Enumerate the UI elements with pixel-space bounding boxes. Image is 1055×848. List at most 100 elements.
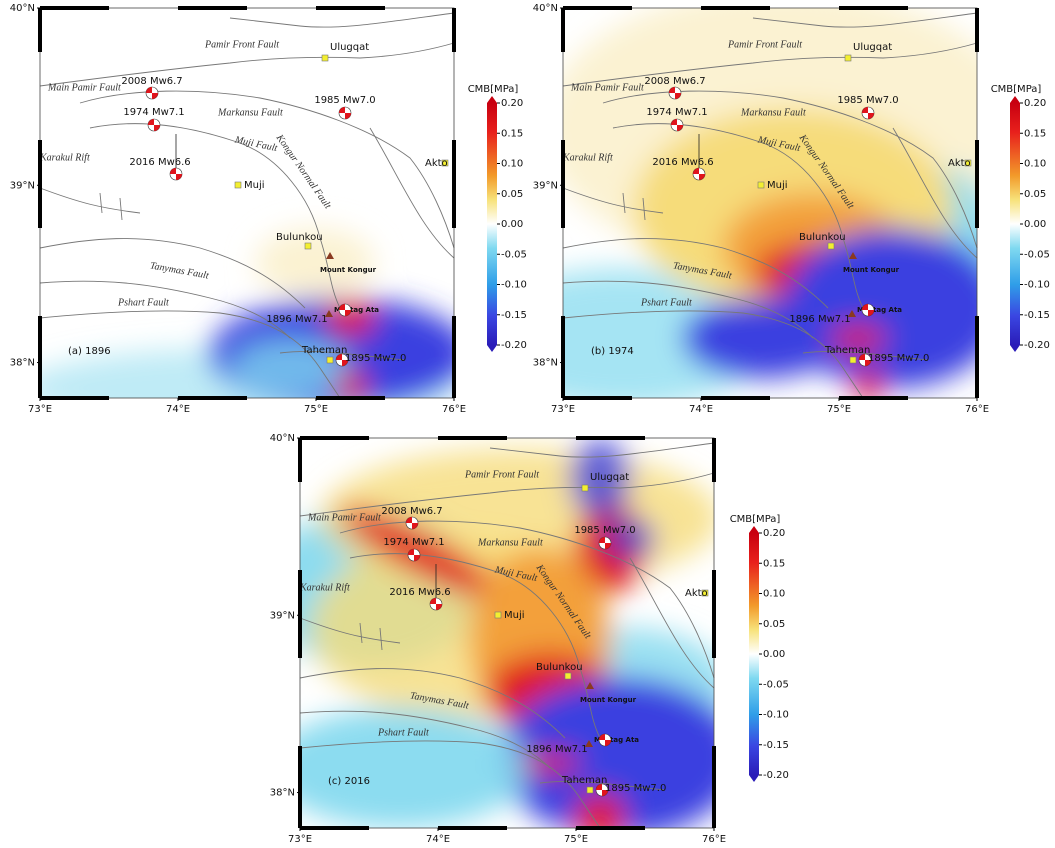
colorbar-tick-label: -0.10 (1024, 280, 1050, 291)
focal-mechanism (599, 734, 611, 746)
focal-mechanism (430, 598, 442, 610)
fault-label: Karakul Rift (39, 152, 90, 163)
fault-label: Pamir Front Fault (464, 469, 539, 480)
colorbar-tick-label: -0.20 (501, 340, 527, 351)
stress-lobe (605, 518, 655, 558)
colorbar-tick-label: 0.00 (1024, 219, 1046, 230)
fault-label: Main Pamir Fault (570, 82, 644, 93)
place-marker (235, 182, 241, 188)
place-label: Bulunkou (799, 232, 846, 243)
colorbar-tick-label: -0.05 (1024, 249, 1050, 260)
fault-label: Pshart Fault (640, 297, 692, 308)
place-marker (305, 243, 311, 249)
place-marker (495, 612, 501, 618)
y-tick-label: 38°N (10, 358, 35, 369)
colorbar-cap (749, 775, 759, 782)
x-tick-label: 76°E (702, 834, 726, 845)
colorbar-tick-label: 0.20 (763, 528, 785, 539)
y-tick-label: 39°N (270, 610, 295, 621)
x-tick-label: 75°E (827, 404, 851, 415)
fault-label: Karakul Rift (562, 152, 613, 163)
colorbar-tick-label: 0.20 (501, 98, 523, 109)
event-label: 1895 Mw7.0 (605, 783, 666, 794)
y-tick-label: 39°N (10, 180, 35, 191)
colorbar-cap (487, 96, 497, 103)
place-label: Bulunkou (276, 232, 323, 243)
stress-lobe (270, 708, 530, 828)
focal-mechanism (339, 107, 351, 119)
focal-mechanism (599, 537, 611, 549)
focal-mechanism (669, 87, 681, 99)
event-label: 2008 Mw6.7 (644, 76, 705, 87)
y-tick-label: 38°N (533, 358, 558, 369)
place-marker (845, 55, 851, 61)
x-tick-label: 75°E (564, 834, 588, 845)
colorbar-scale (1010, 103, 1020, 345)
colorbar-tick-label: 0.05 (1024, 189, 1046, 200)
place-label: Ulugqat (590, 472, 629, 483)
colorbar-tick-label: 0.05 (501, 189, 523, 200)
fault-label: Pamir Front Fault (204, 39, 279, 50)
x-tick-label: 76°E (965, 404, 989, 415)
place-marker (582, 485, 588, 491)
colorbar-tick-label: -0.05 (501, 249, 527, 260)
colorbar-scale (487, 103, 497, 345)
place-label: Bulunkou (536, 662, 583, 673)
event-label: 1974 Mw7.1 (123, 107, 184, 118)
colorbar-tick-label: 0.15 (501, 128, 523, 139)
x-tick-label: 74°E (689, 404, 713, 415)
colorbar-title: CMB[MPa] (730, 514, 781, 525)
event-label: 1974 Mw7.1 (383, 537, 444, 548)
focal-mechanism (148, 119, 160, 131)
colorbar-cap (1010, 96, 1020, 103)
focal-mechanism (339, 304, 351, 316)
event-label: 2016 Mw6.6 (129, 157, 190, 168)
event-label: 2016 Mw6.6 (652, 157, 713, 168)
y-tick-label: 39°N (533, 180, 558, 191)
stress-blobs (473, 0, 1023, 408)
colorbar-tick-label: 0.00 (763, 649, 785, 660)
x-tick-label: 74°E (166, 404, 190, 415)
colorbar-tick-label: 0.15 (763, 558, 785, 569)
colorbar-scale (749, 533, 759, 775)
colorbar-tick-label: -0.10 (501, 280, 527, 291)
colorbar-cap (487, 345, 497, 352)
place-marker (565, 673, 571, 679)
colorbar-tick-label: 0.05 (763, 619, 785, 630)
event-label: 1985 Mw7.0 (837, 95, 898, 106)
event-label: 1985 Mw7.0 (314, 95, 375, 106)
colorbar-tick-label: -0.10 (763, 710, 789, 721)
colorbar-tick-label: 0.10 (763, 589, 785, 600)
focal-mechanism (408, 549, 420, 561)
focal-mechanism (406, 517, 418, 529)
event-label: 2008 Mw6.7 (121, 76, 182, 87)
colorbar-cap (1010, 345, 1020, 352)
event-label: 1895 Mw7.0 (868, 353, 929, 364)
stress-field (20, 8, 470, 428)
colorbar-tick-label: -0.15 (1024, 310, 1050, 321)
colorbar-tick-label: -0.15 (763, 740, 789, 751)
fault-label: Pshart Fault (377, 727, 429, 738)
fault-label: Pamir Front Fault (727, 39, 802, 50)
event-label: 1985 Mw7.0 (574, 525, 635, 536)
colorbar-tick-label: 0.10 (1024, 159, 1046, 170)
colorbar-tick-label: -0.05 (763, 679, 789, 690)
colorbar: CMB[MPa] 0.20 0.15 0.10 0.05 0.00 -0.05 -0.10 -0… (730, 514, 789, 782)
y-tick-label: 38°N (270, 788, 295, 799)
map-panel: Pamir Front FaultMain Pamir FaultMarkans… (473, 0, 1023, 415)
panel-label: (a) 1896 (68, 346, 111, 357)
place-marker (758, 182, 764, 188)
x-tick-label: 75°E (304, 404, 328, 415)
panel-label: (c) 2016 (328, 776, 370, 787)
colorbar-title: CMB[MPa] (991, 84, 1042, 95)
colorbar-cap (749, 526, 759, 533)
x-tick-label: 73°E (28, 404, 52, 415)
place-label: Muji (244, 180, 265, 191)
y-tick-label: 40°N (10, 3, 35, 14)
focal-mechanism (862, 304, 874, 316)
fault-label: Karakul Rift (299, 582, 350, 593)
colorbar: CMB[MPa]0.200.150.100.050.00-0.05-0.10-0… (468, 84, 527, 352)
place-marker (587, 787, 593, 793)
